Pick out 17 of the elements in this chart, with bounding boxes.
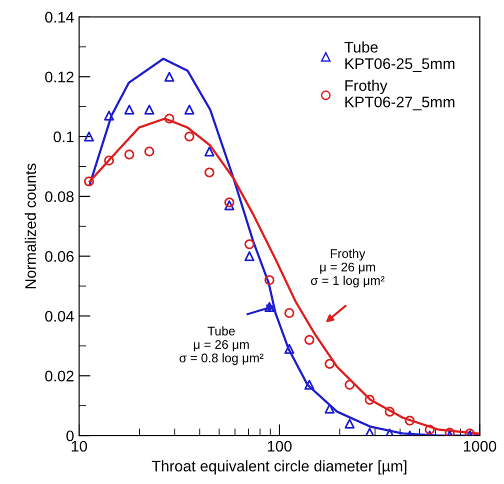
y-tick-label: 0.08 [45, 191, 74, 202]
x-axis-title: Throat equivalent circle diameter [µm] [152, 460, 406, 474]
y-tick-label: 0.1 [54, 131, 74, 142]
y-tick-label: 0 [66, 430, 74, 442]
x-tick-label: 10 [72, 440, 88, 452]
y-tick-label: 0.14 [45, 12, 74, 23]
x-tick-label: 100 [268, 440, 292, 452]
legend-label: Tube KPT06-25_5mm [344, 41, 454, 72]
y-tick-label: 0.12 [45, 72, 74, 82]
annotation: Tube μ = 26 μm σ = 0.8 log μm² [180, 326, 264, 365]
y-tick-label: 0.02 [45, 370, 74, 382]
y-axis-title: Normalized counts [24, 164, 36, 288]
y-tick-label: 0.06 [45, 251, 74, 262]
y-tick-label: 0.04 [45, 310, 74, 322]
annotation: Frothy μ = 26 μm σ = 1 log μm² [310, 248, 385, 288]
x-tick-label: 1000 [464, 440, 496, 452]
legend-label: Frothy KPT06-27_5mm [345, 80, 454, 110]
